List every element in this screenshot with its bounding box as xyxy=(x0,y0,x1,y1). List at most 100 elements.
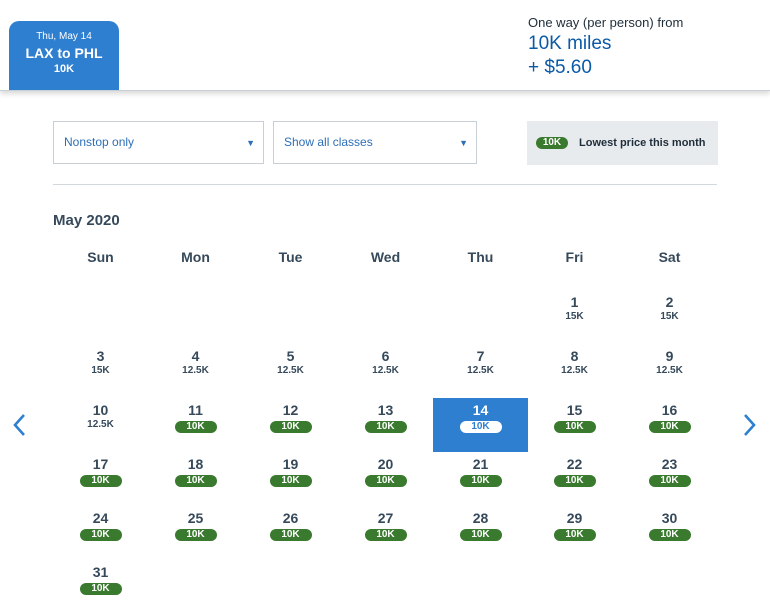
selected-date-tab[interactable]: Thu, May 14 LAX to PHL 10K xyxy=(9,21,119,90)
lowest-price-pill: 10K xyxy=(79,583,122,595)
fare-summary: One way (per person) from 10K miles + $5… xyxy=(528,15,683,80)
calendar-day[interactable]: 20 10K xyxy=(338,452,433,506)
day-number: 23 xyxy=(661,456,678,472)
calendar-day[interactable]: 17 10K xyxy=(53,452,148,506)
day-number: 19 xyxy=(282,456,299,472)
header: Thu, May 14 LAX to PHL 10K One way (per … xyxy=(0,0,770,91)
calendar-day[interactable]: 22 10K xyxy=(527,452,622,506)
day-number: 21 xyxy=(472,456,489,472)
calendar-day[interactable]: 6 12.5K xyxy=(338,344,433,398)
calendar-day[interactable]: 28 10K xyxy=(433,506,528,560)
calendar-day-selected[interactable]: 14 10K xyxy=(433,398,528,452)
calendar-day[interactable]: 10 12.5K xyxy=(53,398,148,452)
prev-month-button[interactable] xyxy=(10,412,30,438)
day-price: 12.5K xyxy=(656,365,683,376)
calendar-day[interactable]: 12 10K xyxy=(243,398,338,452)
calendar-day[interactable]: 3 15K xyxy=(53,344,148,398)
calendar-day[interactable]: 4 12.5K xyxy=(148,344,243,398)
day-number: 28 xyxy=(472,510,489,526)
lowest-price-pill: 10K xyxy=(648,475,691,487)
day-price: 12.5K xyxy=(182,365,209,376)
calendar-day[interactable]: 27 10K xyxy=(338,506,433,560)
lowest-price-pill: 10K xyxy=(364,421,407,433)
calendar-day[interactable]: 21 10K xyxy=(433,452,528,506)
classes-select-value: Show all classes xyxy=(284,135,373,149)
day-number: 30 xyxy=(661,510,678,526)
calendar-day[interactable]: 23 10K xyxy=(622,452,717,506)
lowest-price-pill: 10K xyxy=(79,529,122,541)
calendar-day[interactable]: 13 10K xyxy=(338,398,433,452)
lowest-price-pill: 10K xyxy=(174,475,217,487)
calendar-day[interactable]: 7 12.5K xyxy=(433,344,528,398)
stops-select[interactable]: Nonstop only ▼ xyxy=(53,121,264,164)
weekday-header: Fri xyxy=(565,249,584,265)
calendar-day[interactable]: 24 10K xyxy=(53,506,148,560)
day-number: 27 xyxy=(377,510,394,526)
day-number: 4 xyxy=(191,348,200,364)
day-number: 18 xyxy=(187,456,204,472)
calendar-day[interactable]: 18 10K xyxy=(148,452,243,506)
day-number: 26 xyxy=(282,510,299,526)
calendar-day[interactable]: 1 15K xyxy=(527,290,622,344)
calendar-day[interactable]: 29 10K xyxy=(527,506,622,560)
weekday-header: Tue xyxy=(278,249,303,265)
lowest-price-legend: 10K Lowest price this month xyxy=(527,121,718,165)
stops-select-value: Nonstop only xyxy=(64,135,135,149)
weekday-header: Thu xyxy=(467,249,494,265)
calendar-day[interactable]: 31 10K xyxy=(53,560,148,614)
chevron-left-icon xyxy=(10,412,30,438)
lowest-price-pill: 10K xyxy=(648,529,691,541)
month-title: May 2020 xyxy=(53,212,120,229)
calendar-day[interactable]: 11 10K xyxy=(148,398,243,452)
day-number: 25 xyxy=(187,510,204,526)
day-number: 2 xyxy=(665,294,674,310)
lowest-price-pill: 10K xyxy=(269,475,312,487)
calendar-day[interactable]: 5 12.5K xyxy=(243,344,338,398)
day-number: 16 xyxy=(661,402,678,418)
lowest-price-pill: 10K xyxy=(174,421,217,433)
calendar-day[interactable]: 19 10K xyxy=(243,452,338,506)
day-number: 17 xyxy=(92,456,109,472)
divider xyxy=(53,184,717,185)
day-number: 10 xyxy=(92,402,109,418)
day-number: 13 xyxy=(377,402,394,418)
day-number: 3 xyxy=(96,348,105,364)
weekday-header: Wed xyxy=(370,249,401,265)
day-number: 1 xyxy=(570,294,579,310)
dropdown-arrow-icon: ▼ xyxy=(459,138,468,148)
calendar-day[interactable]: 2 15K xyxy=(622,290,717,344)
lowest-price-pill: 10K xyxy=(553,475,596,487)
legend-text: Lowest price this month xyxy=(579,137,706,149)
day-number: 14 xyxy=(472,402,489,418)
calendar-day[interactable]: 30 10K xyxy=(622,506,717,560)
day-price: 12.5K xyxy=(561,365,588,376)
calendar-day[interactable]: 9 12.5K xyxy=(622,344,717,398)
tab-price: 10K xyxy=(53,63,75,75)
day-number: 8 xyxy=(570,348,579,364)
lowest-price-pill: 10K xyxy=(459,529,502,541)
fare-label: One way (per person) from xyxy=(528,15,684,30)
route-label: LAX to PHL xyxy=(25,45,103,61)
lowest-price-pill: 10K xyxy=(79,475,122,487)
day-price: 15K xyxy=(565,311,584,322)
fare-cash: + $5.60 xyxy=(528,57,592,78)
day-number: 12 xyxy=(282,402,299,418)
fare-miles: 10K miles xyxy=(528,33,612,54)
next-month-button[interactable] xyxy=(740,412,760,438)
classes-select[interactable]: Show all classes ▼ xyxy=(273,121,477,164)
lowest-price-pill: 10K xyxy=(364,475,407,487)
calendar-day[interactable]: 15 10K xyxy=(527,398,622,452)
lowest-price-pill: 10K xyxy=(553,421,596,433)
calendar-day[interactable]: 8 12.5K xyxy=(527,344,622,398)
lowest-price-pill: 10K xyxy=(648,421,691,433)
calendar-day[interactable]: 26 10K xyxy=(243,506,338,560)
day-number: 15 xyxy=(566,402,583,418)
weekday-header: Mon xyxy=(181,249,210,265)
calendar-day[interactable]: 25 10K xyxy=(148,506,243,560)
legend-pill: 10K xyxy=(536,137,568,149)
day-number: 9 xyxy=(665,348,674,364)
day-number: 31 xyxy=(92,564,109,580)
day-number: 11 xyxy=(188,402,203,418)
day-number: 22 xyxy=(566,456,583,472)
calendar-day[interactable]: 16 10K xyxy=(622,398,717,452)
